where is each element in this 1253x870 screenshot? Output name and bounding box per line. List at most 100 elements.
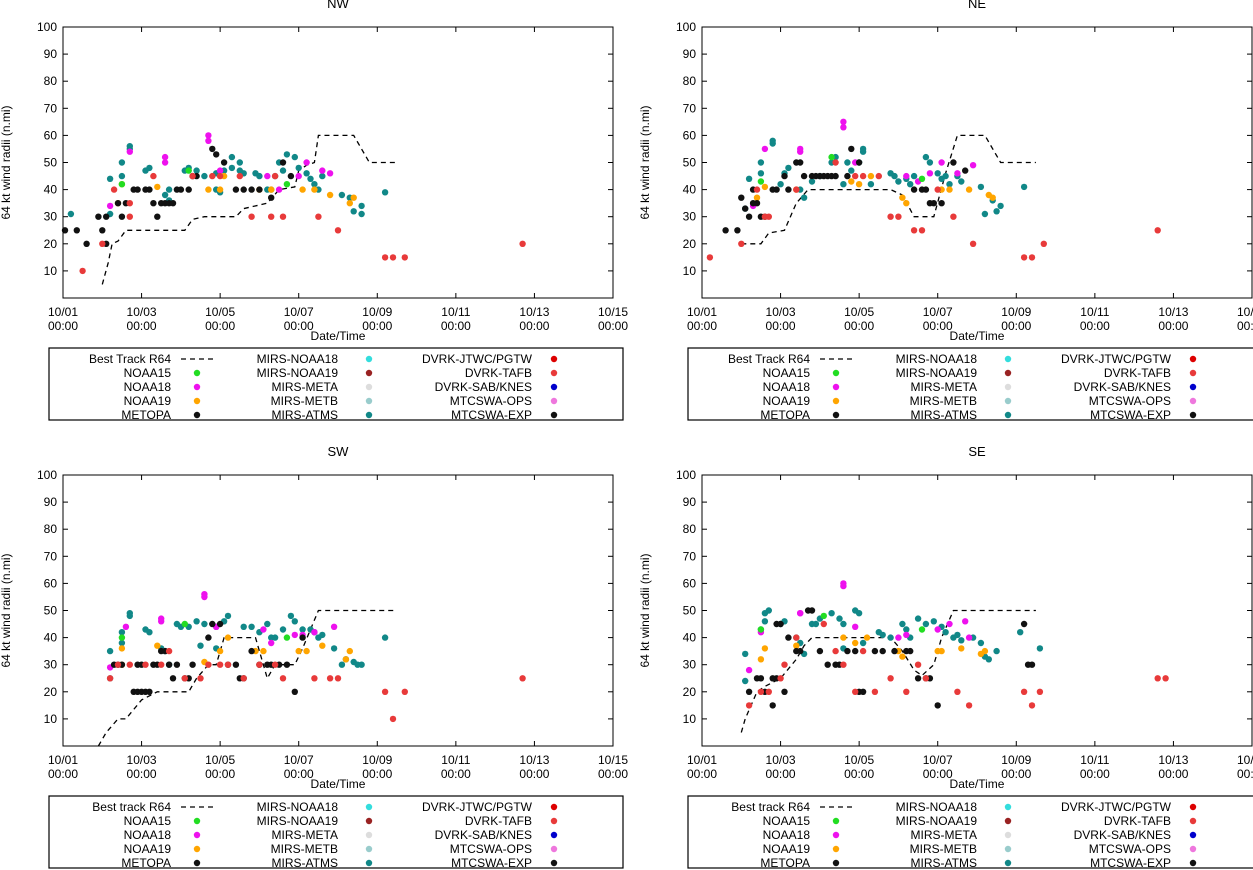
data-point [381, 634, 389, 641]
legend-dot-marker [1189, 383, 1197, 391]
data-point [753, 186, 761, 193]
legend-dot-marker [1004, 803, 1012, 811]
legend-label: NOAA19 [124, 842, 172, 856]
legend-dot-marker [1004, 355, 1012, 363]
x-tick-label-date: 10/07 [923, 305, 953, 319]
x-tick-label-time: 00:00 [766, 767, 796, 781]
data-point [855, 159, 863, 166]
x-tick-label-date: 10/13 [1158, 305, 1188, 319]
data-point [918, 175, 926, 182]
legend-label: MTCSWA-EXP [451, 856, 532, 870]
data-point [844, 172, 851, 180]
data-point [993, 647, 1000, 655]
data-point [1020, 183, 1028, 191]
data-point [240, 675, 247, 682]
legend-label: METOPA [121, 856, 171, 870]
data-point [797, 610, 804, 617]
legend-label: MIRS-META [272, 828, 338, 842]
data-point [808, 607, 816, 614]
data-point [981, 210, 989, 218]
data-point [248, 213, 255, 220]
x-tick-label-time: 00:00 [284, 319, 314, 333]
data-point [216, 647, 224, 655]
series-metopa [742, 145, 969, 220]
x-tick-label-date: 10/15 [598, 753, 628, 767]
legend-label: DVRK-JTWC/PGTW [422, 800, 533, 814]
data-point [722, 227, 729, 234]
y-tick-label: 60 [683, 128, 697, 142]
data-point [938, 159, 945, 166]
y-tick-label: 90 [44, 495, 58, 509]
data-point [910, 172, 918, 180]
data-point [519, 675, 526, 682]
data-point [777, 181, 784, 188]
data-point [73, 227, 81, 234]
data-point [279, 167, 287, 174]
legend-dot-marker [550, 817, 558, 825]
legend-dot-marker [832, 817, 840, 825]
data-point [954, 631, 961, 639]
legend-dot-marker [365, 397, 373, 405]
data-point [1028, 661, 1036, 668]
data-point [350, 194, 357, 201]
x-tick-label-date: 10/03 [127, 753, 157, 767]
x-tick-label-date: 10/03 [766, 305, 796, 319]
panel-title: SE [968, 444, 986, 459]
data-point [895, 634, 902, 641]
data-point [867, 181, 875, 188]
data-point [519, 240, 526, 247]
x-tick-label-time: 00:00 [1001, 767, 1031, 781]
y-tick-label: 90 [683, 47, 697, 61]
data-point [197, 642, 204, 649]
x-tick-label-date: 10/03 [127, 305, 157, 319]
legend-label: Best Track R64 [89, 352, 171, 366]
data-point [79, 267, 86, 275]
data-point [765, 213, 772, 220]
legend-dot-marker [193, 859, 201, 867]
legend-dot-marker [550, 397, 558, 405]
data-point [914, 615, 922, 622]
legend-dot-marker [1189, 845, 1197, 853]
data-point [761, 618, 769, 625]
legend-frame [687, 347, 1253, 421]
data-point [797, 647, 804, 655]
data-point [173, 661, 181, 668]
data-point [389, 254, 397, 261]
legend-dot-marker [832, 859, 840, 867]
legend-label: MIRS-METB [910, 394, 977, 408]
legend-label: MTCSWA-OPS [1089, 842, 1171, 856]
data-point [745, 702, 753, 709]
legend-label: MTCSWA-OPS [450, 394, 532, 408]
panel-se: SE10203040506070809010010/0100:0010/0300… [638, 444, 1253, 870]
legend-label: NOAA18 [124, 380, 172, 394]
plot-area-frame [62, 474, 614, 747]
data-point [169, 200, 177, 207]
panel-title: NE [968, 0, 986, 11]
legend-frame [48, 795, 624, 869]
data-point [852, 688, 859, 695]
data-point [832, 159, 839, 166]
legend-dot-marker [1004, 845, 1012, 853]
data-point [812, 620, 820, 628]
x-tick-label-date: 10/01 [48, 753, 78, 767]
legend-label: DVRK-SAB/KNES [435, 380, 532, 394]
y-tick-label: 70 [683, 549, 697, 563]
data-point [781, 661, 788, 668]
data-point [765, 607, 772, 614]
data-point [279, 675, 287, 682]
data-point [859, 688, 867, 695]
data-point [958, 645, 965, 652]
data-point [824, 661, 831, 668]
data-point [757, 688, 765, 695]
data-point [311, 675, 318, 682]
legend-label: DVRK-TAFB [465, 814, 532, 828]
legend-label: MIRS-ATMS [272, 856, 338, 870]
legend-dot-marker [1189, 859, 1197, 867]
data-point [938, 200, 945, 207]
y-tick-label: 50 [44, 156, 58, 170]
x-tick-label-date: 10/09 [1001, 753, 1031, 767]
y-tick-label: 80 [44, 522, 58, 536]
data-point [181, 620, 188, 628]
x-tick-label-time: 00:00 [598, 767, 628, 781]
data-point [965, 634, 973, 641]
